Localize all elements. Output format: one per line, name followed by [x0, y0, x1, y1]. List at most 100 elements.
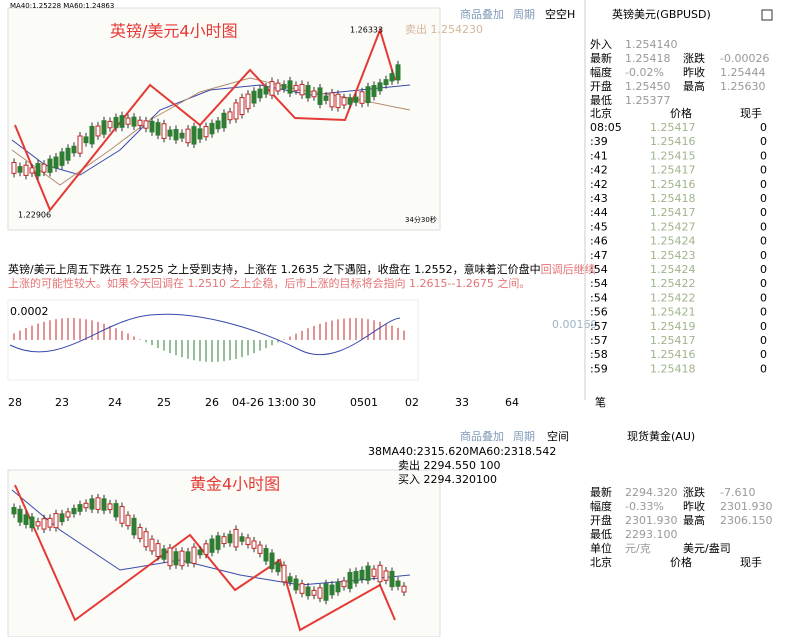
candle-body	[107, 120, 113, 129]
tick-cell: :41	[590, 149, 608, 162]
tick-cell: 0	[760, 121, 767, 134]
quote-value: 1.25444	[720, 66, 766, 79]
quote-label: 最高	[683, 79, 705, 93]
candle-body	[125, 117, 131, 125]
tick-cell: 0	[760, 277, 767, 290]
tick-cell: 0	[760, 220, 767, 233]
macd-line	[9, 313, 401, 356]
candle-body	[17, 166, 23, 173]
candle-body	[107, 503, 113, 511]
candle-body	[329, 584, 335, 596]
candle-body	[17, 508, 23, 523]
candle-body	[11, 507, 17, 515]
tick-cell: :54	[590, 291, 608, 304]
tick-header: 北京	[590, 555, 612, 569]
tick-cell: :59	[590, 362, 608, 375]
macd-bars	[13, 318, 405, 362]
tick-cell: :45	[590, 220, 608, 233]
tick-cell: 1.25416	[650, 348, 696, 361]
tick-cell: 1.25419	[650, 320, 696, 333]
toolbar-item[interactable]: 商品叠加	[460, 7, 504, 21]
tick-cell: :54	[590, 277, 608, 290]
quote-label: 幅度	[590, 499, 612, 513]
candle-body	[275, 82, 281, 92]
tick-cell: :44	[590, 206, 608, 219]
candle-body	[239, 97, 245, 116]
candle-body	[197, 549, 203, 556]
candle-body	[155, 543, 161, 558]
candle-body	[383, 79, 389, 86]
tick-cell: 1.25416	[650, 135, 696, 148]
close-box[interactable]	[761, 9, 773, 21]
candle-body	[65, 511, 71, 518]
candle-body	[113, 116, 119, 129]
candle-body	[119, 115, 125, 128]
tick-cell: 0	[760, 178, 767, 191]
candle-body	[149, 538, 155, 552]
candle-body	[65, 147, 71, 161]
x-axis-label: 64	[505, 396, 519, 409]
x-axis-label: 24	[108, 396, 122, 409]
toolbar-item[interactable]: 空空H	[545, 7, 575, 21]
candle-body	[47, 517, 53, 528]
candle-body	[317, 87, 323, 105]
candle-body	[335, 581, 341, 593]
trend-arrows	[14, 484, 396, 632]
candle-body	[401, 585, 407, 593]
tick-cell: 1.25416	[650, 178, 696, 191]
candle-body	[209, 122, 215, 135]
tick-cell: 0	[760, 164, 767, 177]
candle-body	[257, 544, 263, 554]
quote-label: 涨跌	[683, 485, 705, 499]
candle-body	[59, 151, 65, 166]
candle-body	[143, 120, 149, 129]
candle-body	[77, 135, 83, 154]
macd-value: 0.00169	[552, 318, 598, 331]
candle-body	[185, 128, 191, 144]
candle-body	[269, 81, 275, 96]
candle-body	[41, 518, 47, 530]
quote-value: 1.25450	[625, 80, 671, 93]
tick-cell: :43	[590, 192, 608, 205]
candle-body	[395, 64, 401, 81]
toolbar-item[interactable]: 周期	[513, 8, 535, 21]
x-axis-label: 02	[405, 396, 419, 409]
candle-body	[245, 93, 251, 110]
quote-value: -0.02%	[625, 66, 664, 79]
candle-body	[209, 538, 215, 553]
candle-body	[131, 517, 137, 536]
tick-cell: 1.25424	[650, 235, 696, 248]
sell-label: 卖出 2294.550 100	[398, 458, 500, 472]
quote-label: 昨收	[683, 65, 705, 79]
candle-body	[341, 97, 347, 106]
candle-body	[23, 514, 29, 525]
toolbar-item[interactable]: 空间	[547, 429, 569, 443]
quote-label: 最新	[590, 51, 612, 65]
tick-cell: :57	[590, 320, 608, 333]
quote-value: 1.25377	[625, 94, 671, 107]
quote-value: 1.25418	[625, 52, 671, 65]
tick-cell: 1.25423	[650, 249, 696, 262]
quote-value: 2301.930	[625, 514, 678, 527]
candle-body	[293, 84, 299, 92]
toolbar-item[interactable]: 商品叠加	[460, 429, 504, 443]
candle-body	[359, 91, 365, 104]
quote-label: 最低	[590, 528, 612, 541]
tick-cell: :39	[590, 135, 608, 148]
candle-body	[305, 85, 311, 99]
tick-cell: 1.25424	[650, 263, 696, 276]
tick-cell: 1.25417	[650, 164, 696, 177]
toolbar-item[interactable]: 周期	[513, 430, 535, 443]
quote-value: -0.33%	[625, 500, 664, 513]
tick-cell: :42	[590, 178, 608, 191]
candle-body	[347, 571, 353, 589]
quote-value: 2306.150	[720, 514, 773, 527]
candle-body	[365, 565, 371, 581]
quote-value: 1.25630	[720, 80, 766, 93]
candle-body	[311, 90, 317, 98]
quote-value: 2301.930	[720, 500, 773, 513]
candle-body	[257, 88, 263, 99]
candle-body	[179, 132, 185, 139]
tick-cell: :47	[590, 249, 608, 262]
tick-header: 北京	[590, 106, 612, 120]
